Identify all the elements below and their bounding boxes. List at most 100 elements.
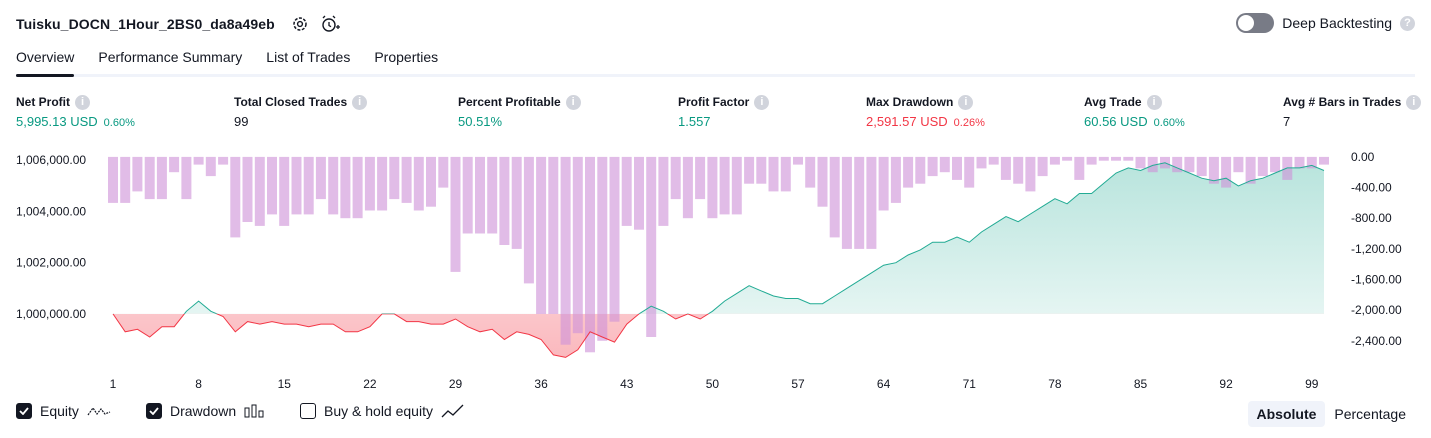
metric-percent: 0.60% (103, 117, 135, 129)
drawdown-bar (670, 156, 681, 200)
info-icon[interactable]: i (75, 94, 90, 110)
drawdown-bar (1123, 156, 1134, 161)
info-icon[interactable]: i (754, 94, 770, 110)
x-axis-tick-label: 85 (1134, 377, 1148, 391)
metric-value: 60.56 USD (1084, 114, 1148, 129)
drawdown-bar (144, 156, 155, 200)
absolute-button[interactable]: Absolute (1247, 401, 1326, 427)
drawdown-bar (682, 156, 693, 219)
drawdown-bar (646, 156, 657, 337)
drawdown-bar (952, 156, 962, 180)
metric-profit-factor: Profit Factor i 1.557 (678, 94, 770, 129)
drawdown-bar (315, 156, 326, 200)
buy-hold-checkbox[interactable] (300, 403, 316, 419)
drawdown-bar (181, 156, 192, 200)
legend-equity[interactable]: Equity (16, 403, 111, 419)
equity-line-icon (87, 406, 111, 416)
metric-label: Total Closed Trades (234, 95, 348, 109)
metric-value: 7 (1283, 114, 1291, 129)
settings-gear-icon[interactable] (289, 13, 311, 35)
tab-performance-summary[interactable]: Performance Summary (98, 49, 243, 65)
drawdown-bar (254, 156, 265, 226)
info-icon[interactable]: i (958, 94, 974, 110)
drawdown-bar (866, 156, 877, 249)
drawdown-bar (120, 156, 131, 203)
drawdown-bar (744, 156, 755, 184)
right-axis-tick-label: -1,600.00 (1351, 273, 1402, 287)
drawdown-bar (303, 156, 314, 215)
help-icon[interactable]: ? (1400, 15, 1415, 31)
info-icon[interactable]: i (565, 94, 581, 110)
metric-label: Max Drawdown (866, 95, 954, 109)
drawdown-checkbox[interactable] (146, 403, 162, 419)
drawdown-bar (1270, 156, 1281, 173)
tab-overview[interactable]: Overview (16, 48, 86, 77)
drawdown-bar (964, 156, 975, 188)
x-axis-tick-label: 78 (1048, 377, 1062, 391)
drawdown-bar (291, 156, 302, 215)
x-axis-tick-label: 36 (534, 377, 548, 391)
drawdown-bar (364, 156, 375, 211)
drawdown-bar (878, 156, 889, 211)
metric-percent: 0.26% (953, 117, 985, 129)
drawdown-bar (218, 156, 229, 165)
drawdown-bar (328, 156, 339, 215)
equity-profit-area (113, 162, 1324, 314)
drawdown-bar (927, 156, 938, 177)
drawdown-bar (475, 156, 485, 234)
drawdown-bar (1172, 156, 1183, 173)
metric-label: Avg Trade (1084, 95, 1142, 109)
drawdown-bar (988, 156, 999, 165)
drawdown-bar (267, 156, 277, 215)
right-axis-tick-label: -800.00 (1351, 211, 1392, 225)
equity-line-loss (112, 313, 710, 358)
drawdown-bar (621, 156, 632, 226)
add-alert-clock-icon[interactable] (319, 13, 341, 35)
equity-checkbox[interactable] (16, 403, 32, 419)
percentage-button[interactable]: Percentage (1334, 406, 1406, 422)
metric-value: 2,591.57 USD (866, 114, 948, 129)
drawdown-bar (279, 156, 290, 226)
drawdown-bar (756, 156, 767, 184)
drawdown-bar (768, 156, 779, 192)
right-axis-tick-label: -2,000.00 (1351, 303, 1402, 317)
info-icon[interactable]: i (1146, 94, 1162, 110)
drawdown-bar (242, 156, 253, 222)
tab-list-of-trades[interactable]: List of Trades (266, 49, 351, 65)
drawdown-bar (352, 156, 363, 219)
toggle-knob (1238, 15, 1255, 31)
drawdown-bar (401, 156, 412, 203)
metric-value: 5,995.13 USD (16, 114, 98, 129)
legend-drawdown[interactable]: Drawdown (146, 403, 264, 419)
drawdown-bar (377, 156, 388, 211)
drawdown-bar (340, 156, 351, 219)
x-axis-tick-label: 50 (706, 377, 720, 391)
metric-net-profit: Net Profit i 5,995.13 USD 0.60% (16, 94, 135, 129)
drawdown-bar (1049, 156, 1060, 165)
drawdown-bar (707, 156, 718, 219)
x-axis-tick-label: 15 (278, 377, 292, 391)
drawdown-bar (1319, 156, 1329, 165)
drawdown-bar (572, 156, 583, 334)
info-icon[interactable]: i (1406, 94, 1422, 110)
right-axis-tick-label: -400.00 (1351, 181, 1392, 195)
legend-buy-hold[interactable]: Buy & hold equity (300, 403, 465, 419)
drawdown-bar (1074, 156, 1085, 180)
drawdown-bar (1294, 156, 1305, 169)
metric-avg-trade: Avg Trade i 60.56 USD 0.60% (1084, 94, 1185, 129)
left-axis-tick-label: 1,006,000.00 (16, 153, 86, 167)
drawdown-bar (450, 156, 461, 272)
legend-label: Drawdown (170, 403, 237, 419)
drawdown-bar (1233, 156, 1244, 173)
drawdown-bar (462, 156, 473, 234)
drawdown-bar (719, 156, 730, 215)
tab-properties[interactable]: Properties (374, 49, 439, 65)
drawdown-bar (634, 156, 644, 230)
drawdown-bar (523, 156, 534, 284)
deep-backtesting-toggle[interactable] (1236, 13, 1275, 33)
drawdown-bar (1196, 156, 1207, 177)
right-axis-tick-label: -1,200.00 (1351, 242, 1402, 256)
left-axis-tick-label: 1,004,000.00 (16, 205, 86, 219)
metric-label: Net Profit (16, 95, 70, 109)
info-icon[interactable]: i (352, 94, 368, 110)
